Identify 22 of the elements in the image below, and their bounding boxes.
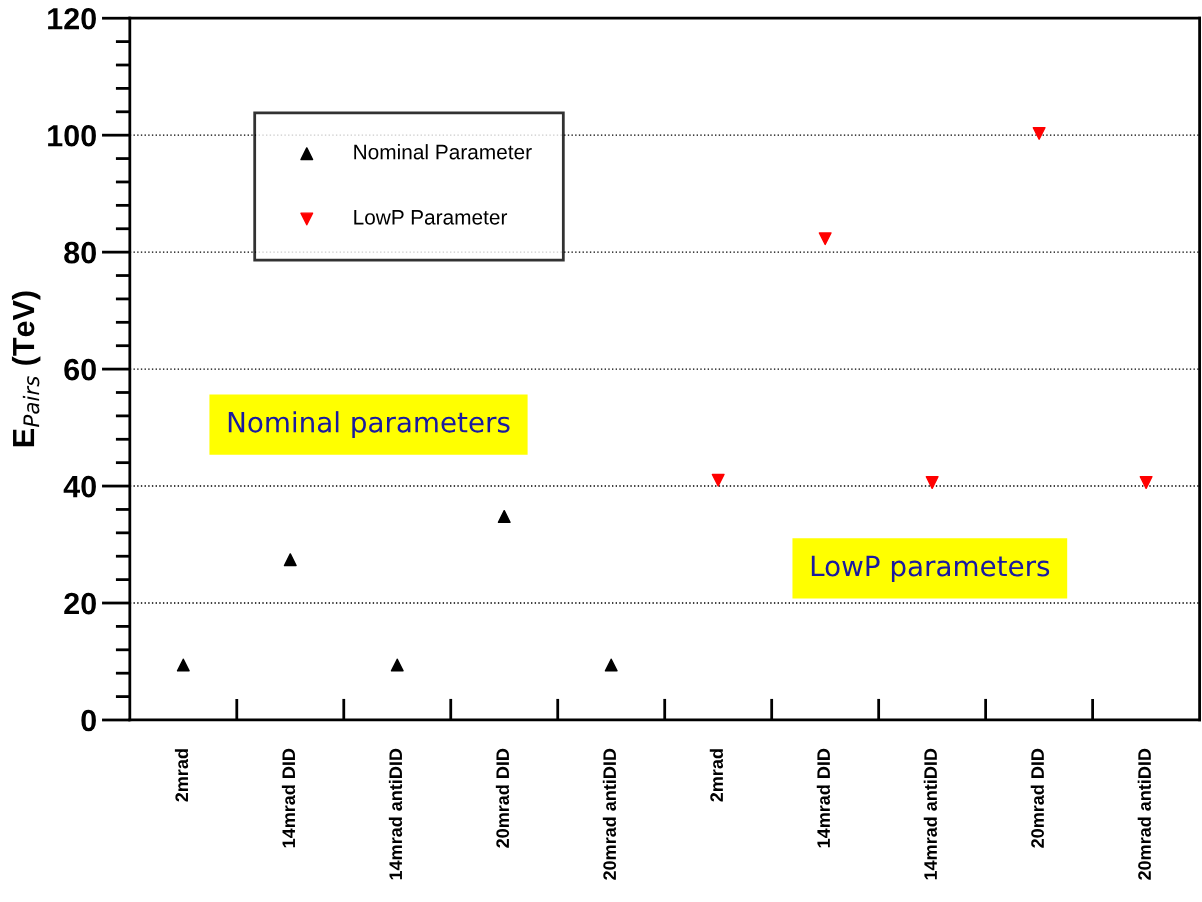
x-tick-label: 2mrad <box>174 749 189 802</box>
y-tick-label: 120 <box>48 7 96 30</box>
y-tick-label: 0 <box>81 709 96 732</box>
x-tick-label: 20mrad DID <box>1030 748 1044 848</box>
annotation: Nominal parameters <box>228 411 510 439</box>
legend-label: LowP Parameter <box>354 210 508 225</box>
x-tick-label: 20mrad antiDID <box>602 748 617 880</box>
y-tick-label: 60 <box>64 358 96 381</box>
y-tick-label: 100 <box>48 124 96 147</box>
x-tick-label: 14mrad DID <box>816 748 831 848</box>
x-tick-label: 20mrad antiDID <box>1137 748 1151 880</box>
x-tick-label: 2mrad <box>709 749 724 802</box>
legend-label: Nominal Parameter <box>354 144 532 160</box>
y-tick-label: 40 <box>63 475 96 498</box>
y-tick-label: 20 <box>64 592 96 615</box>
annotation: LowP parameters <box>811 555 1050 582</box>
y-tick-label: 80 <box>64 241 96 264</box>
y-axis-title: E$_{Pairs}$ (TeV) <box>11 291 41 447</box>
x-tick-label: 14mrad antiDID <box>923 748 937 880</box>
x-tick-label: 14mrad DID <box>281 748 296 848</box>
x-tick-label: 20mrad DID <box>495 748 510 848</box>
x-tick-label: 14mrad antiDID <box>388 748 403 880</box>
